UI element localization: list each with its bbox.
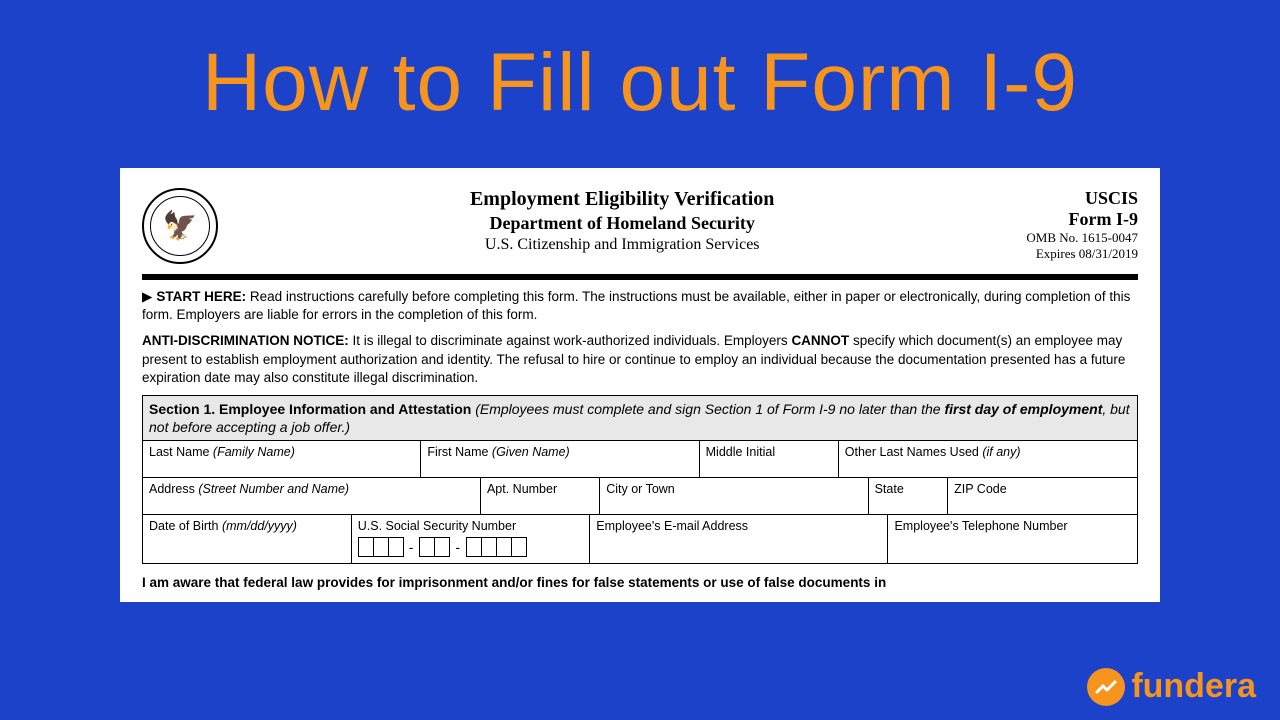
form-id-block: USCIS Form I-9 OMB No. 1615-0047 Expires… — [1026, 188, 1138, 262]
apt-number-field[interactable]: Apt. Number — [481, 478, 600, 514]
triangle-icon: ▶ — [142, 288, 152, 306]
ssn-field[interactable]: U.S. Social Security Number - - — [352, 515, 591, 563]
fundera-logo-icon — [1087, 668, 1125, 706]
dhs-seal-icon: 🦅 — [142, 188, 218, 264]
first-name-field[interactable]: First Name (Given Name) — [421, 441, 699, 477]
address-row: Address (Street Number and Name) Apt. Nu… — [143, 478, 1137, 515]
dob-field[interactable]: Date of Birth (mm/dd/yyyy) — [143, 515, 352, 563]
form-omb: OMB No. 1615-0047 — [1026, 230, 1138, 246]
fundera-logo-text: fundera — [1131, 667, 1256, 706]
attestation-text: I am aware that federal law provides for… — [142, 574, 1138, 592]
middle-initial-field[interactable]: Middle Initial — [700, 441, 839, 477]
form-document: 🦅 Employment Eligibility Verification De… — [120, 168, 1160, 602]
form-title-3: U.S. Citizenship and Immigration Service… — [228, 236, 1016, 254]
instructions-block: ▶START HERE: Read instructions carefully… — [142, 288, 1138, 387]
start-here-paragraph: ▶START HERE: Read instructions carefully… — [142, 288, 1138, 324]
form-agency: USCIS — [1026, 188, 1138, 209]
last-name-field[interactable]: Last Name (Family Name) — [143, 441, 421, 477]
other-last-names-field[interactable]: Other Last Names Used (if any) — [839, 441, 1137, 477]
fundera-logo: fundera — [1087, 667, 1256, 706]
form-header: 🦅 Employment Eligibility Verification De… — [142, 188, 1138, 264]
form-number: Form I-9 — [1026, 209, 1138, 230]
phone-field[interactable]: Employee's Telephone Number — [888, 515, 1137, 563]
form-title-2: Department of Homeland Security — [228, 213, 1016, 234]
divider-rule — [142, 274, 1138, 280]
zip-field[interactable]: ZIP Code — [948, 478, 1137, 514]
section-1-box: Section 1. Employee Information and Atte… — [142, 395, 1138, 564]
address-field[interactable]: Address (Street Number and Name) — [143, 478, 481, 514]
city-field[interactable]: City or Town — [600, 478, 868, 514]
page-title: How to Fill out Form I-9 — [0, 0, 1280, 130]
section-1-header: Section 1. Employee Information and Atte… — [143, 396, 1137, 441]
form-title-block: Employment Eligibility Verification Depa… — [218, 188, 1026, 254]
state-field[interactable]: State — [869, 478, 949, 514]
form-title-1: Employment Eligibility Verification — [228, 188, 1016, 211]
name-row: Last Name (Family Name) First Name (Give… — [143, 441, 1137, 478]
dob-row: Date of Birth (mm/dd/yyyy) U.S. Social S… — [143, 515, 1137, 563]
email-field[interactable]: Employee's E-mail Address — [590, 515, 888, 563]
anti-discrimination-paragraph: ANTI-DISCRIMINATION NOTICE: It is illega… — [142, 332, 1138, 387]
ssn-boxes: - - — [358, 537, 584, 557]
form-expires: Expires 08/31/2019 — [1026, 246, 1138, 262]
